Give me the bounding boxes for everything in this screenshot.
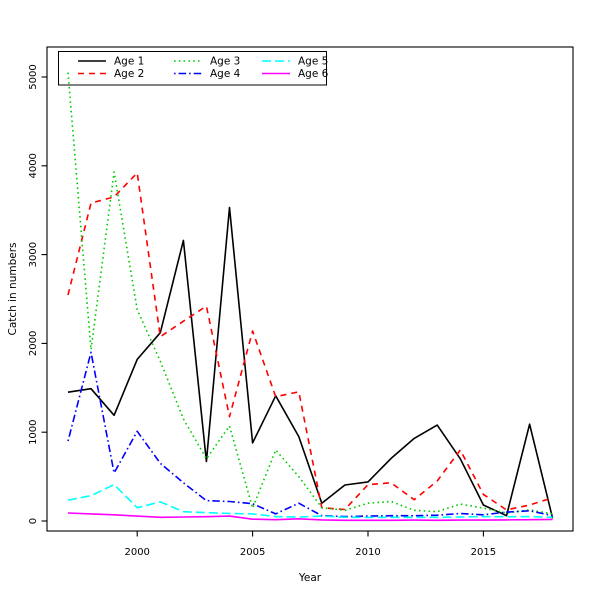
legend-label-4: Age 4 — [210, 68, 241, 80]
x-tick-label: 2010 — [355, 547, 380, 558]
series-line-age-3 — [67, 72, 553, 515]
legend-label-2: Age 2 — [114, 68, 144, 80]
series-line-age-2 — [67, 172, 553, 511]
legend-label-6: Age 6 — [298, 68, 329, 80]
y-tick-label: 2000 — [28, 331, 39, 356]
legend-box — [58, 51, 327, 86]
y-tick-label: 4000 — [28, 153, 39, 178]
x-tick-label: 2000 — [124, 547, 149, 558]
legend-label-3: Age 3 — [210, 56, 240, 68]
plot-box — [46, 46, 574, 532]
legend-label-5: Age 5 — [298, 56, 328, 68]
series-line-age-1 — [67, 206, 554, 519]
y-tick-label: 1000 — [28, 419, 39, 444]
y-tick-label: 0 — [28, 518, 39, 524]
series-line-age-5 — [67, 483, 553, 519]
x-axis-title: Year — [298, 572, 322, 584]
y-axis-title: Catch in numbers — [7, 242, 19, 336]
x-tick-label: 2005 — [240, 547, 265, 558]
x-tick-label: 2015 — [471, 547, 496, 558]
legend-label-1: Age 1 — [114, 56, 144, 68]
series-line-age-4 — [67, 351, 553, 518]
y-tick-label: 3000 — [28, 242, 39, 267]
series-line-age-6 — [67, 512, 553, 522]
y-tick-label: 5000 — [28, 64, 39, 89]
